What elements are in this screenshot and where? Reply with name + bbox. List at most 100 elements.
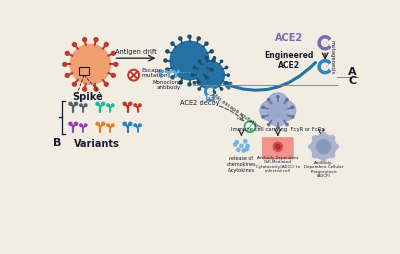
Circle shape — [188, 83, 191, 86]
Circle shape — [268, 106, 288, 126]
Text: release of
chemokines
&cytokines: release of chemokines &cytokines — [227, 156, 256, 172]
Circle shape — [134, 104, 136, 106]
Circle shape — [134, 124, 136, 126]
Circle shape — [174, 71, 175, 72]
Circle shape — [166, 50, 169, 53]
Circle shape — [179, 81, 182, 84]
Circle shape — [213, 57, 216, 59]
Circle shape — [276, 145, 280, 149]
Wedge shape — [208, 88, 213, 94]
Circle shape — [80, 104, 82, 106]
Circle shape — [96, 102, 99, 105]
Circle shape — [292, 116, 294, 118]
Text: Monoclonal
antibody: Monoclonal antibody — [153, 80, 184, 90]
Circle shape — [273, 142, 282, 151]
Circle shape — [276, 101, 296, 121]
Circle shape — [123, 122, 126, 125]
Circle shape — [262, 116, 264, 118]
Circle shape — [80, 124, 82, 126]
Circle shape — [70, 44, 110, 84]
Circle shape — [102, 122, 105, 125]
FancyBboxPatch shape — [206, 93, 215, 101]
Text: ACE2: ACE2 — [275, 33, 303, 43]
Circle shape — [158, 71, 160, 72]
Circle shape — [198, 88, 200, 90]
Circle shape — [286, 99, 288, 101]
Circle shape — [227, 74, 230, 76]
Text: Escape
mutation: Escape mutation — [142, 68, 168, 78]
Text: Spike: Spike — [72, 92, 102, 102]
Circle shape — [192, 74, 194, 76]
Circle shape — [170, 41, 209, 80]
Circle shape — [205, 42, 208, 45]
Text: Immune cell carrying  FcγR or FcRn: Immune cell carrying FcγR or FcRn — [231, 126, 325, 132]
Text: No escape mutation: No escape mutation — [213, 94, 262, 130]
Circle shape — [65, 73, 69, 77]
Circle shape — [170, 71, 172, 72]
Circle shape — [96, 122, 99, 125]
Text: ACE2 decoy: ACE2 decoy — [180, 100, 219, 106]
Circle shape — [244, 140, 247, 143]
Circle shape — [225, 82, 228, 84]
Circle shape — [129, 122, 132, 125]
Circle shape — [260, 101, 280, 121]
Circle shape — [286, 123, 288, 126]
Circle shape — [212, 59, 215, 62]
Circle shape — [197, 37, 200, 40]
Circle shape — [171, 42, 174, 45]
Circle shape — [277, 96, 279, 98]
Circle shape — [114, 62, 118, 66]
Text: Antibody-Dependent
Cell-Mediated
Cytotoxicity(ADCC) to
infected cell: Antibody-Dependent Cell-Mediated Cytotox… — [256, 156, 300, 173]
Circle shape — [63, 62, 67, 66]
Circle shape — [245, 147, 248, 151]
Circle shape — [84, 104, 87, 106]
Wedge shape — [318, 36, 330, 50]
Circle shape — [102, 102, 105, 105]
Wedge shape — [322, 39, 328, 46]
Circle shape — [244, 121, 255, 132]
Circle shape — [220, 88, 223, 90]
Circle shape — [311, 134, 336, 159]
Circle shape — [312, 136, 317, 140]
Circle shape — [268, 99, 270, 101]
Circle shape — [277, 126, 279, 129]
Circle shape — [112, 104, 114, 106]
Wedge shape — [322, 63, 328, 70]
Circle shape — [193, 66, 196, 69]
Circle shape — [237, 148, 240, 152]
Circle shape — [317, 140, 330, 154]
Circle shape — [166, 71, 168, 72]
Circle shape — [234, 143, 237, 146]
Circle shape — [166, 68, 169, 71]
Circle shape — [225, 66, 228, 69]
Circle shape — [213, 91, 216, 93]
Text: mutagenesis: mutagenesis — [330, 40, 335, 74]
Circle shape — [129, 102, 132, 105]
Text: Antibody-
Dependent Cellular
Phagocytosis
(ADCP): Antibody- Dependent Cellular Phagocytosi… — [304, 161, 343, 178]
FancyBboxPatch shape — [262, 137, 294, 160]
Circle shape — [197, 81, 200, 84]
Circle shape — [205, 76, 208, 79]
Circle shape — [84, 124, 87, 126]
Circle shape — [69, 122, 72, 125]
Circle shape — [179, 37, 182, 40]
Circle shape — [321, 157, 326, 161]
Circle shape — [193, 82, 196, 84]
Circle shape — [74, 122, 78, 125]
Text: Engineered
ACE2: Engineered ACE2 — [264, 51, 313, 70]
Circle shape — [210, 50, 213, 53]
Circle shape — [112, 124, 114, 126]
Circle shape — [112, 73, 115, 77]
Circle shape — [107, 124, 110, 126]
Circle shape — [128, 70, 139, 81]
Circle shape — [242, 149, 246, 152]
Text: Antigen drift: Antigen drift — [115, 49, 157, 55]
Circle shape — [83, 87, 86, 91]
Circle shape — [65, 51, 69, 55]
Circle shape — [321, 132, 326, 137]
Circle shape — [196, 61, 224, 89]
Circle shape — [104, 82, 108, 86]
Circle shape — [268, 93, 288, 113]
Circle shape — [178, 71, 179, 72]
Circle shape — [205, 91, 208, 93]
